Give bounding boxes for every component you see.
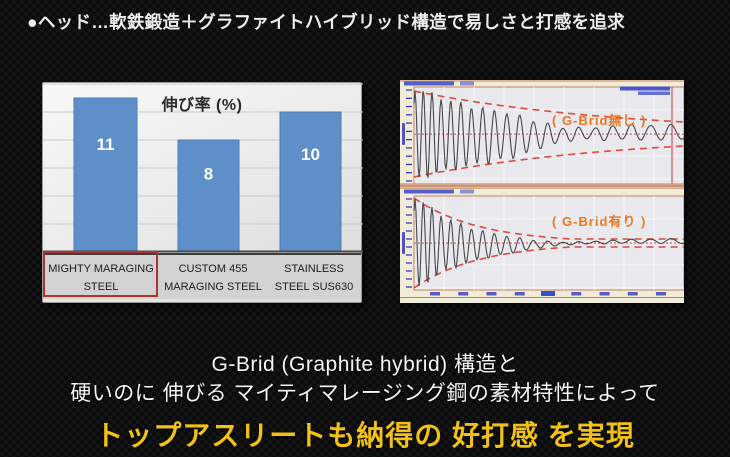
highlighted-category-box [43,251,158,297]
cursor-readout-badge [620,86,670,91]
elongation-bar-chart-panel: 伸び率 (%) 11 8 10 MIGHTY MARAGING STEEL CUST… [42,82,363,303]
waveform-plot-without-gbrid [400,80,684,186]
bar-category-label-custom455: CUSTOM 455 MARAGING STEEL [164,262,262,293]
x-axis-tick-label [627,292,638,296]
x-axis-tick-label [599,292,610,296]
y-axis-title-text [402,232,405,254]
decay-envelope-lower [413,246,684,289]
plot-area [413,86,684,185]
bar-value-label-0: 11 [97,135,115,154]
bar-2 [279,111,342,253]
bar-category-label-mighty-maraging: MIGHTY MARAGING STEEL [48,262,154,293]
wave-chart-label-without: ( G-Brid無し ) [552,113,647,128]
x-axis-tick-label [541,291,555,296]
bar-1 [177,139,240,253]
caption-line-3-accent: トップアスリートも納得の 好打感 を実現 [95,420,635,451]
bar-value-label-2: 10 [301,145,320,164]
decay-envelope-upper [413,197,684,240]
chart-header-text [404,81,454,86]
x-axis-tick-label [514,292,525,296]
x-axis-tick-label [458,292,469,296]
caption-line-2: 硬いのに 伸びる マイティマレージング鋼の素材特性によって [70,382,660,405]
wave-chart-label-with: ( G-Brid有り ) [552,214,647,229]
bar-0 [73,97,138,253]
chart-header-text [404,189,454,194]
waveform-plot-with-gbrid [400,186,684,303]
vibration-waveform [413,91,684,179]
decay-envelope-lower [413,145,684,178]
y-axis-title-text [402,123,405,145]
caption-line-1: G-Brid (Graphite hybrid) 構造と [211,353,519,376]
bar-chart-title: 伸び率 (%) [161,97,243,114]
footer-captions: G-Brid (Graphite hybrid) 構造と 硬いのに 伸びる マイ… [0,350,730,454]
vibration-waveform [413,198,684,286]
x-axis-tick-label [571,292,582,296]
decay-envelope-upper [413,90,684,123]
bar-category-label-sus630: STAINLESS STEEL SUS630 [274,262,354,293]
vibration-charts-panel: ( G-Brid無し ) ( G-Brid有り ) [400,80,684,303]
x-axis-tick-label [656,292,666,296]
bar-value-label-1: 8 [204,165,213,184]
headline-text: ●ヘッド…軟鉄鍛造＋グラファイトハイブリッド構造で易しさと打感を追求 [27,12,625,32]
x-axis-tick-label [486,292,497,296]
vibration-chart-without-gbrid: ( G-Brid無し ) [400,80,684,186]
vibration-chart-with-gbrid: ( G-Brid有り ) [400,186,684,303]
bar-category-axis: MIGHTY MARAGING STEEL CUSTOM 455 MARAGIN… [43,253,361,299]
x-axis-tick-label [430,292,440,296]
